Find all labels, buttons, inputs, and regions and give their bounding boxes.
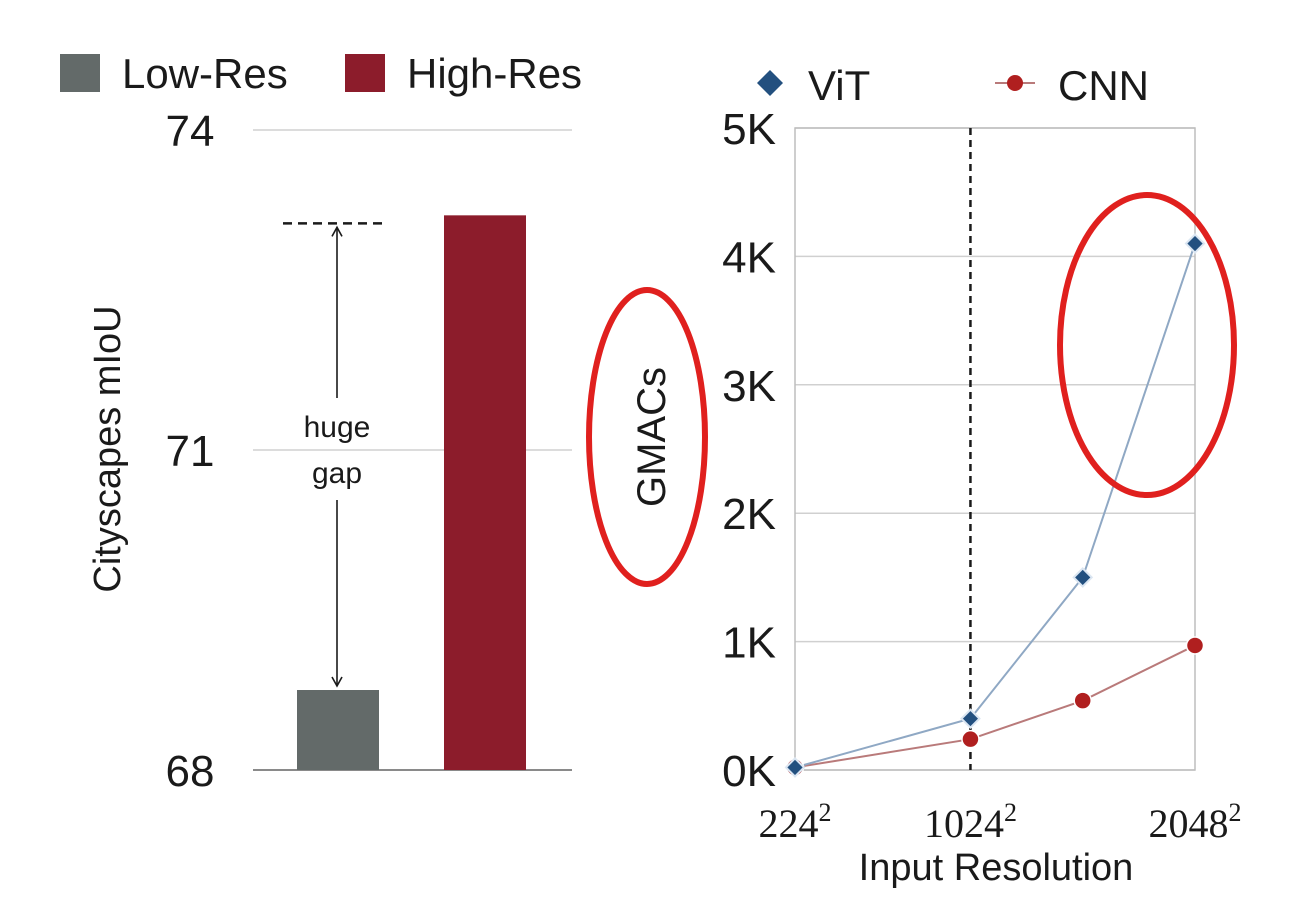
data-point-vit	[784, 757, 806, 778]
line-y-tick-labels: 0K 1K 2K 3K 4K 5K	[722, 105, 776, 796]
data-point-cnn	[961, 729, 980, 749]
bar-chart: Low-Res High-Res Cityscapes mIoU 687174 …	[60, 50, 582, 796]
line-x-tick-label: 2242	[759, 798, 832, 846]
line-y-tick-label: 3K	[722, 362, 776, 411]
data-point-cnn	[1185, 636, 1205, 655]
line-x-tick-label: 10242	[924, 798, 1017, 846]
legend-circle-icon-cnn	[1007, 75, 1023, 91]
line-y-axis-title: GMACs	[630, 367, 674, 507]
line-y-tick-label: 0K	[722, 747, 776, 796]
legend-swatch-high-res	[345, 54, 385, 92]
legend-label-low-res: Low-Res	[122, 50, 288, 97]
line-gridlines	[795, 127, 1195, 771]
line-legend: ViT CNN	[757, 62, 1149, 109]
legend-label-vit: ViT	[808, 62, 870, 109]
highlight-ellipse-gmacs	[586, 287, 708, 587]
bar-y-tick-label: 68	[166, 747, 215, 796]
series-line-cnn	[794, 644, 1196, 769]
legend-label-cnn: CNN	[1058, 62, 1149, 109]
line-chart: ViT CNN 0K 1K 2K 3K 4K 5K 2242 10242 20482 GMAC…	[586, 62, 1242, 889]
line-series	[784, 233, 1206, 778]
bar-y-tick-label: 74	[166, 107, 215, 156]
bar-y-tick-labels: 68 71 74	[166, 107, 215, 796]
line-x-tick-label: 20482	[1149, 798, 1242, 846]
data-point-vit	[1072, 566, 1094, 588]
legend-swatch-low-res	[60, 54, 100, 92]
bar-y-tick-label: 71	[166, 427, 215, 476]
bar-legend: Low-Res High-Res	[60, 50, 582, 97]
line-y-tick-label: 4K	[722, 233, 776, 282]
legend-diamond-icon-vit	[757, 70, 783, 96]
bar-high-res	[444, 215, 526, 771]
line-x-axis-title: Input Resolution	[859, 847, 1134, 889]
legend-label-high-res: High-Res	[407, 50, 582, 97]
line-x-tick-labels: 2242 10242 20482	[759, 798, 1242, 846]
gap-label-line-1: huge	[304, 411, 371, 444]
line-y-tick-label: 5K	[722, 105, 776, 154]
series-line-vit	[794, 243, 1196, 769]
line-y-tick-label: 1K	[722, 619, 776, 668]
bar-y-axis-title: Cityscapes mIoU	[87, 305, 129, 592]
highlight-ellipse-vit-2048	[1057, 192, 1237, 498]
line-y-tick-label: 2K	[722, 490, 776, 539]
bar-series	[297, 215, 526, 771]
gap-annotation: huge gap	[283, 222, 388, 688]
bar-low-res	[297, 690, 379, 770]
gap-label-line-2: gap	[312, 457, 362, 490]
data-point-vit	[960, 708, 981, 730]
line-plot-frame	[794, 127, 1196, 771]
data-point-vit	[1184, 233, 1206, 254]
data-point-cnn	[1073, 691, 1092, 710]
